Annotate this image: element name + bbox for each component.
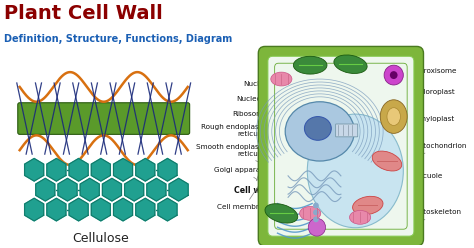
- Text: Definition, Structure, Functions, Diagram: Definition, Structure, Functions, Diagra…: [4, 33, 232, 44]
- Text: Cellulose: Cellulose: [73, 232, 129, 245]
- Ellipse shape: [372, 151, 402, 171]
- Polygon shape: [102, 178, 121, 201]
- Polygon shape: [136, 158, 155, 181]
- Text: Rough endoplasmic
reticulum: Rough endoplasmic reticulum: [201, 124, 333, 141]
- Ellipse shape: [307, 114, 403, 228]
- Ellipse shape: [271, 72, 292, 86]
- Text: Golgi apparatus: Golgi apparatus: [214, 167, 292, 204]
- Text: Vacuole: Vacuole: [401, 171, 443, 179]
- Text: Cytoskeleton: Cytoskeleton: [412, 209, 462, 226]
- Polygon shape: [125, 178, 144, 201]
- Ellipse shape: [265, 204, 298, 223]
- Polygon shape: [91, 158, 110, 181]
- Ellipse shape: [353, 196, 383, 215]
- Text: Peroxisome: Peroxisome: [406, 68, 456, 75]
- Text: Nucleus: Nucleus: [243, 81, 286, 122]
- Polygon shape: [47, 198, 66, 221]
- Text: Smooth endoplasmic
reticulum: Smooth endoplasmic reticulum: [196, 144, 295, 180]
- Circle shape: [384, 65, 403, 85]
- FancyBboxPatch shape: [268, 56, 414, 236]
- Text: Cell membrane: Cell membrane: [217, 158, 277, 211]
- Polygon shape: [25, 198, 44, 221]
- Ellipse shape: [387, 108, 401, 125]
- FancyBboxPatch shape: [336, 124, 358, 137]
- Text: Ribosomes: Ribosomes: [232, 111, 343, 128]
- Polygon shape: [158, 158, 177, 181]
- Polygon shape: [136, 198, 155, 221]
- Polygon shape: [91, 198, 110, 221]
- Circle shape: [313, 203, 319, 209]
- Polygon shape: [25, 158, 44, 181]
- Polygon shape: [158, 198, 177, 221]
- Circle shape: [313, 210, 319, 215]
- Text: Mitochondrion: Mitochondrion: [403, 143, 466, 163]
- Text: Plant Cell Wall: Plant Cell Wall: [4, 4, 163, 23]
- Circle shape: [390, 71, 398, 79]
- Text: Cell wall: Cell wall: [234, 159, 272, 195]
- Polygon shape: [36, 178, 55, 201]
- Polygon shape: [69, 198, 88, 221]
- Circle shape: [313, 216, 319, 222]
- FancyBboxPatch shape: [258, 46, 423, 246]
- Polygon shape: [80, 178, 99, 201]
- Polygon shape: [147, 178, 166, 201]
- Text: Amyloplast: Amyloplast: [409, 116, 455, 122]
- Ellipse shape: [304, 117, 331, 140]
- Polygon shape: [169, 178, 188, 201]
- Ellipse shape: [349, 211, 371, 224]
- Text: Nucleolus: Nucleolus: [237, 96, 310, 125]
- Circle shape: [308, 218, 326, 236]
- Polygon shape: [47, 158, 66, 181]
- Ellipse shape: [334, 55, 367, 73]
- Ellipse shape: [300, 207, 321, 220]
- Ellipse shape: [285, 102, 355, 161]
- Polygon shape: [58, 178, 77, 201]
- Polygon shape: [114, 198, 133, 221]
- Text: Chloroplast: Chloroplast: [363, 68, 456, 95]
- Polygon shape: [69, 158, 88, 181]
- Polygon shape: [114, 158, 133, 181]
- FancyBboxPatch shape: [18, 103, 190, 134]
- Ellipse shape: [293, 56, 327, 74]
- Ellipse shape: [380, 100, 407, 133]
